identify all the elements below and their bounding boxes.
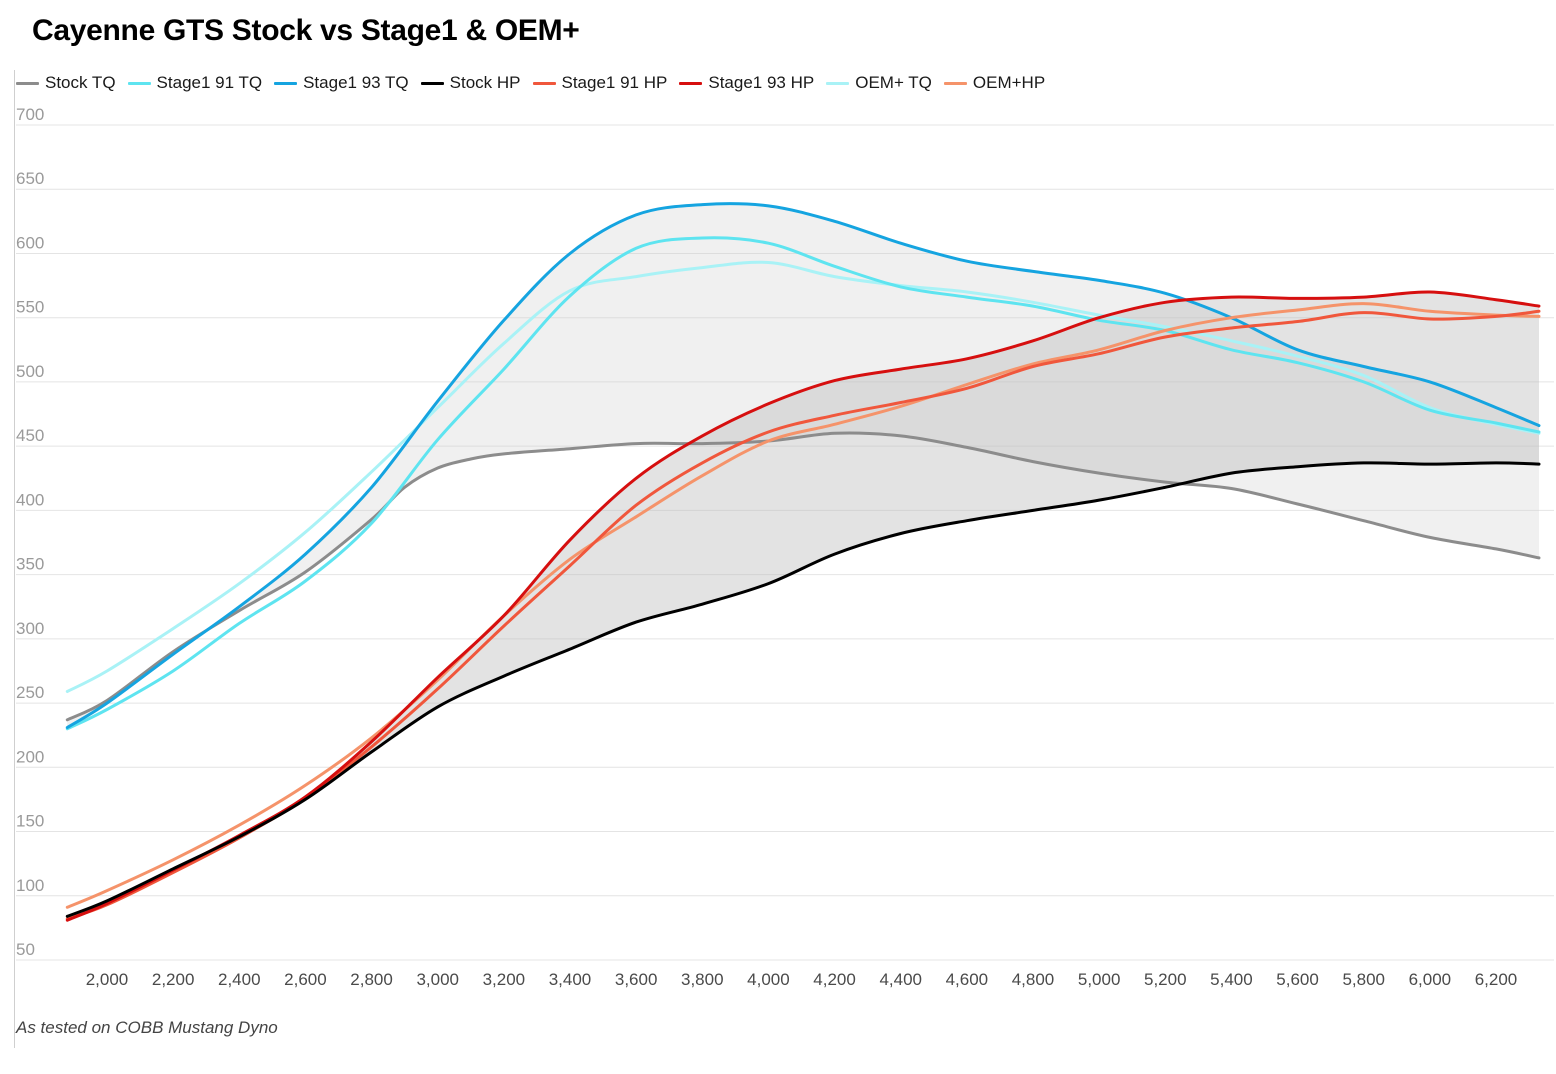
series-line-stage1-93-tq [65,202,1541,729]
x-tick-label-4000: 4,000 [747,970,790,989]
x-tick-label-3600: 3,600 [615,970,658,989]
chart-footnote: As tested on COBB Mustang Dyno [16,1018,278,1037]
legend-item-oem-plus-tq[interactable]: OEM+ TQ [826,73,932,93]
legend-label: Stage1 93 HP [708,73,815,92]
x-tick-label-4800: 4,800 [1012,970,1055,989]
y-tick-label-250: 250 [16,683,44,702]
legend-label: Stock TQ [45,73,116,92]
x-tick-label-6000: 6,000 [1409,970,1452,989]
legend-item-stage1-93-hp[interactable]: Stage1 93 HP [679,73,814,93]
x-tick-label-5600: 5,600 [1276,970,1319,989]
legend-swatch [943,81,967,85]
legend-item-stock-tq[interactable]: Stock TQ [16,73,116,93]
chart-title: Cayenne GTS Stock vs Stage1 & OEM+ [32,14,580,47]
gridlines [16,124,1554,961]
legend-item-oem-plushp[interactable]: OEM+HP [943,73,1046,93]
x-tick-label-3400: 3,400 [549,970,592,989]
chart-left-border [14,70,15,1048]
x-tick-label-4600: 4,600 [946,970,989,989]
y-tick-label-200: 200 [16,747,44,766]
legend-label: OEM+HP [972,73,1046,92]
x-tick-label-2400: 2,400 [218,970,261,989]
y-tick-label-550: 550 [16,298,44,317]
y-tick-label-300: 300 [16,619,44,638]
x-tick-label-3000: 3,000 [416,970,459,989]
series-line-stock-hp [65,461,1541,918]
y-tick-label-600: 600 [16,233,44,252]
legend-label: Stage1 91 HP [561,73,668,92]
x-tick-label-5200: 5,200 [1144,970,1187,989]
series-lines [65,202,1541,922]
series-line-oem-plushp [65,302,1541,909]
legend-swatch [532,81,556,85]
legend-item-stock-hp[interactable]: Stock HP [420,73,521,93]
legend-label: Stock HP [449,73,521,92]
x-tick-label-2000: 2,000 [86,970,129,989]
x-tick-label-4200: 4,200 [813,970,856,989]
legend-swatch [274,81,298,85]
legend-label: Stage1 93 TQ [303,73,409,92]
legend-label: Stage1 91 TQ [156,73,263,92]
series-line-oem-plus-tq [65,260,1541,693]
y-axis-ticks: 50 100 150 200 250 300 350 400 450 500 550 600 650 70… [16,105,44,959]
series-line-stage1-93-hp [65,290,1541,922]
shaded-bands [67,203,1539,921]
legend-item-stage1-93-tq[interactable]: Stage1 93 TQ [274,73,409,93]
y-tick-label-450: 450 [16,426,44,445]
chart-legend: Stock TQ Stage1 91 TQ Stage1 93 TQ Stock HP… [16,72,1057,94]
x-tick-label-6200: 6,200 [1475,970,1518,989]
x-tick-label-3800: 3,800 [681,970,724,989]
x-tick-label-5400: 5,400 [1210,970,1253,989]
legend-item-stage1-91-tq[interactable]: Stage1 91 TQ [127,73,263,93]
legend-item-stage1-91-hp[interactable]: Stage1 91 HP [532,73,668,93]
legend-swatch [679,81,703,85]
y-tick-label-400: 400 [16,490,44,509]
x-tick-label-2800: 2,800 [350,970,393,989]
x-tick-label-2200: 2,200 [152,970,195,989]
x-tick-label-2600: 2,600 [284,970,327,989]
y-tick-label-650: 650 [16,169,44,188]
x-axis-ticks: 2,000 2,200 2,400 2,600 2,800 3,000 3,200 3,400… [86,970,1518,989]
legend-label: OEM+ TQ [855,73,932,92]
y-tick-label-50: 50 [16,940,35,959]
legend-swatch [420,81,444,85]
x-tick-label-4400: 4,400 [879,970,922,989]
legend-swatch [16,81,39,85]
legend-swatch [826,81,850,85]
y-tick-label-350: 350 [16,555,44,574]
band-stock-hp-to-stage1-93-hp [67,291,1539,921]
x-tick-label-5000: 5,000 [1078,970,1121,989]
y-tick-label-500: 500 [16,362,44,381]
y-tick-label-100: 100 [16,876,44,895]
y-tick-label-700: 700 [16,105,44,124]
series-line-stage1-91-tq [65,236,1541,731]
x-tick-label-5800: 5,800 [1342,970,1385,989]
y-tick-label-150: 150 [16,812,44,831]
legend-swatch [127,81,151,85]
x-tick-label-3200: 3,200 [483,970,526,989]
